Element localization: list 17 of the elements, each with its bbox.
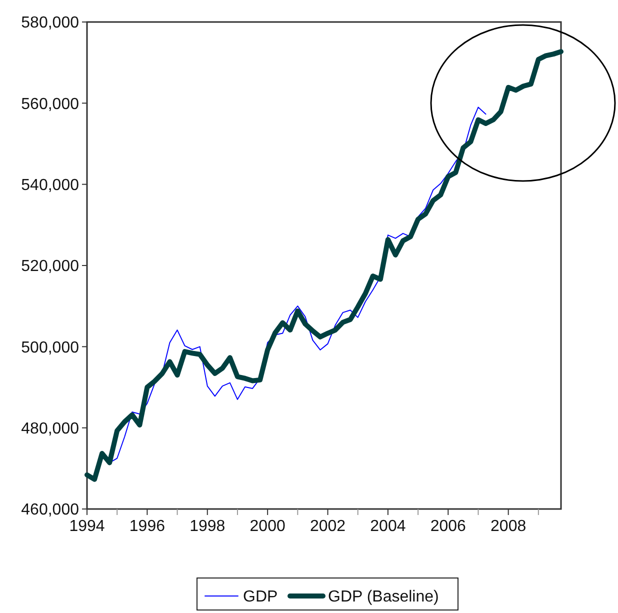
- y-tick-label: 480,000: [21, 420, 80, 438]
- y-tick-label: 560,000: [21, 96, 80, 113]
- x-tick-label: 2000: [250, 518, 286, 535]
- x-tick-label: 2002: [310, 518, 346, 535]
- legend-label: GDP (Baseline): [328, 588, 439, 606]
- x-tick-label: 2006: [430, 518, 466, 535]
- x-tick-label: 2004: [370, 518, 406, 535]
- y-tick-label: 500,000: [21, 339, 80, 356]
- x-tick-label: 1996: [129, 518, 166, 535]
- x-tick-label: 1998: [190, 518, 226, 535]
- legend-label: GDP: [243, 588, 278, 606]
- y-tick-label: 460,000: [21, 502, 80, 519]
- y-tick-label: 580,000: [21, 14, 80, 32]
- y-tick-label: 540,000: [21, 176, 80, 194]
- x-tick-label: 2008: [490, 518, 526, 535]
- x-tick-label: 1994: [69, 518, 105, 535]
- y-tick-label: 520,000: [21, 258, 80, 276]
